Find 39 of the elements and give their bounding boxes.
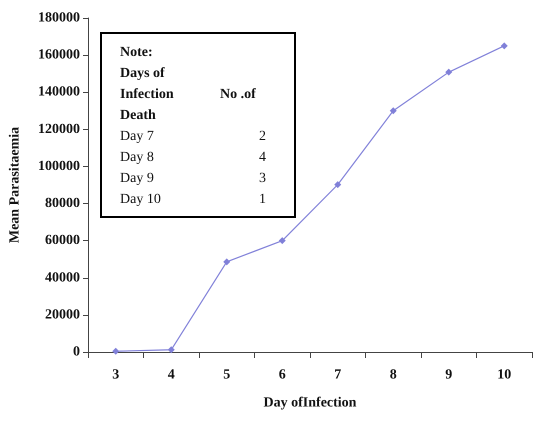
y-axis-title: Mean Parasitaemia: [8, 126, 22, 244]
point: [500, 42, 508, 50]
point: [390, 107, 397, 114]
y-tick-label: 20000: [45, 307, 80, 322]
annotation: 3: [258, 170, 267, 188]
annotation: Day 8: [120, 149, 155, 167]
y-tick-label: 140000: [38, 84, 80, 100]
y-tick-label: 0: [73, 344, 80, 360]
x-tick-label: 7: [334, 368, 342, 382]
point: [223, 258, 230, 266]
point: [445, 68, 452, 76]
x-tick-label: 9: [445, 368, 452, 382]
annotation: 2: [258, 128, 267, 146]
annotation: 1: [258, 191, 267, 209]
annotation: 4: [258, 149, 267, 167]
annotation: Day 9: [120, 170, 155, 188]
y-tick-label: 100000: [38, 158, 80, 174]
x-axis-title: Day ofInfection: [264, 396, 357, 410]
y-tick-label: 180000: [38, 10, 80, 26]
y-tick-label: 80000: [45, 196, 80, 212]
point: [112, 348, 120, 355]
annotation: Note:: [120, 44, 154, 62]
x-tick-label: 10: [497, 368, 512, 382]
y-tick-label: 160000: [38, 48, 80, 63]
x-tick-label: 4: [168, 368, 175, 382]
x-tick-label: 5: [223, 368, 230, 382]
annotation: Day 7: [120, 128, 155, 146]
annotation: No .of: [219, 86, 257, 104]
y-tick-label: 40000: [45, 270, 80, 286]
annotation: Day 10: [120, 191, 162, 209]
point: [334, 181, 342, 188]
x-tick-label: 6: [278, 368, 286, 382]
point: [168, 346, 175, 354]
y-tick-label: 60000: [45, 233, 80, 248]
x-tick-label: 3: [112, 368, 120, 382]
y-tick-label: 120000: [38, 122, 80, 137]
x-tick-label: 8: [390, 368, 397, 382]
point: [278, 237, 286, 244]
annotation: Days of Infection Death: [120, 65, 175, 125]
